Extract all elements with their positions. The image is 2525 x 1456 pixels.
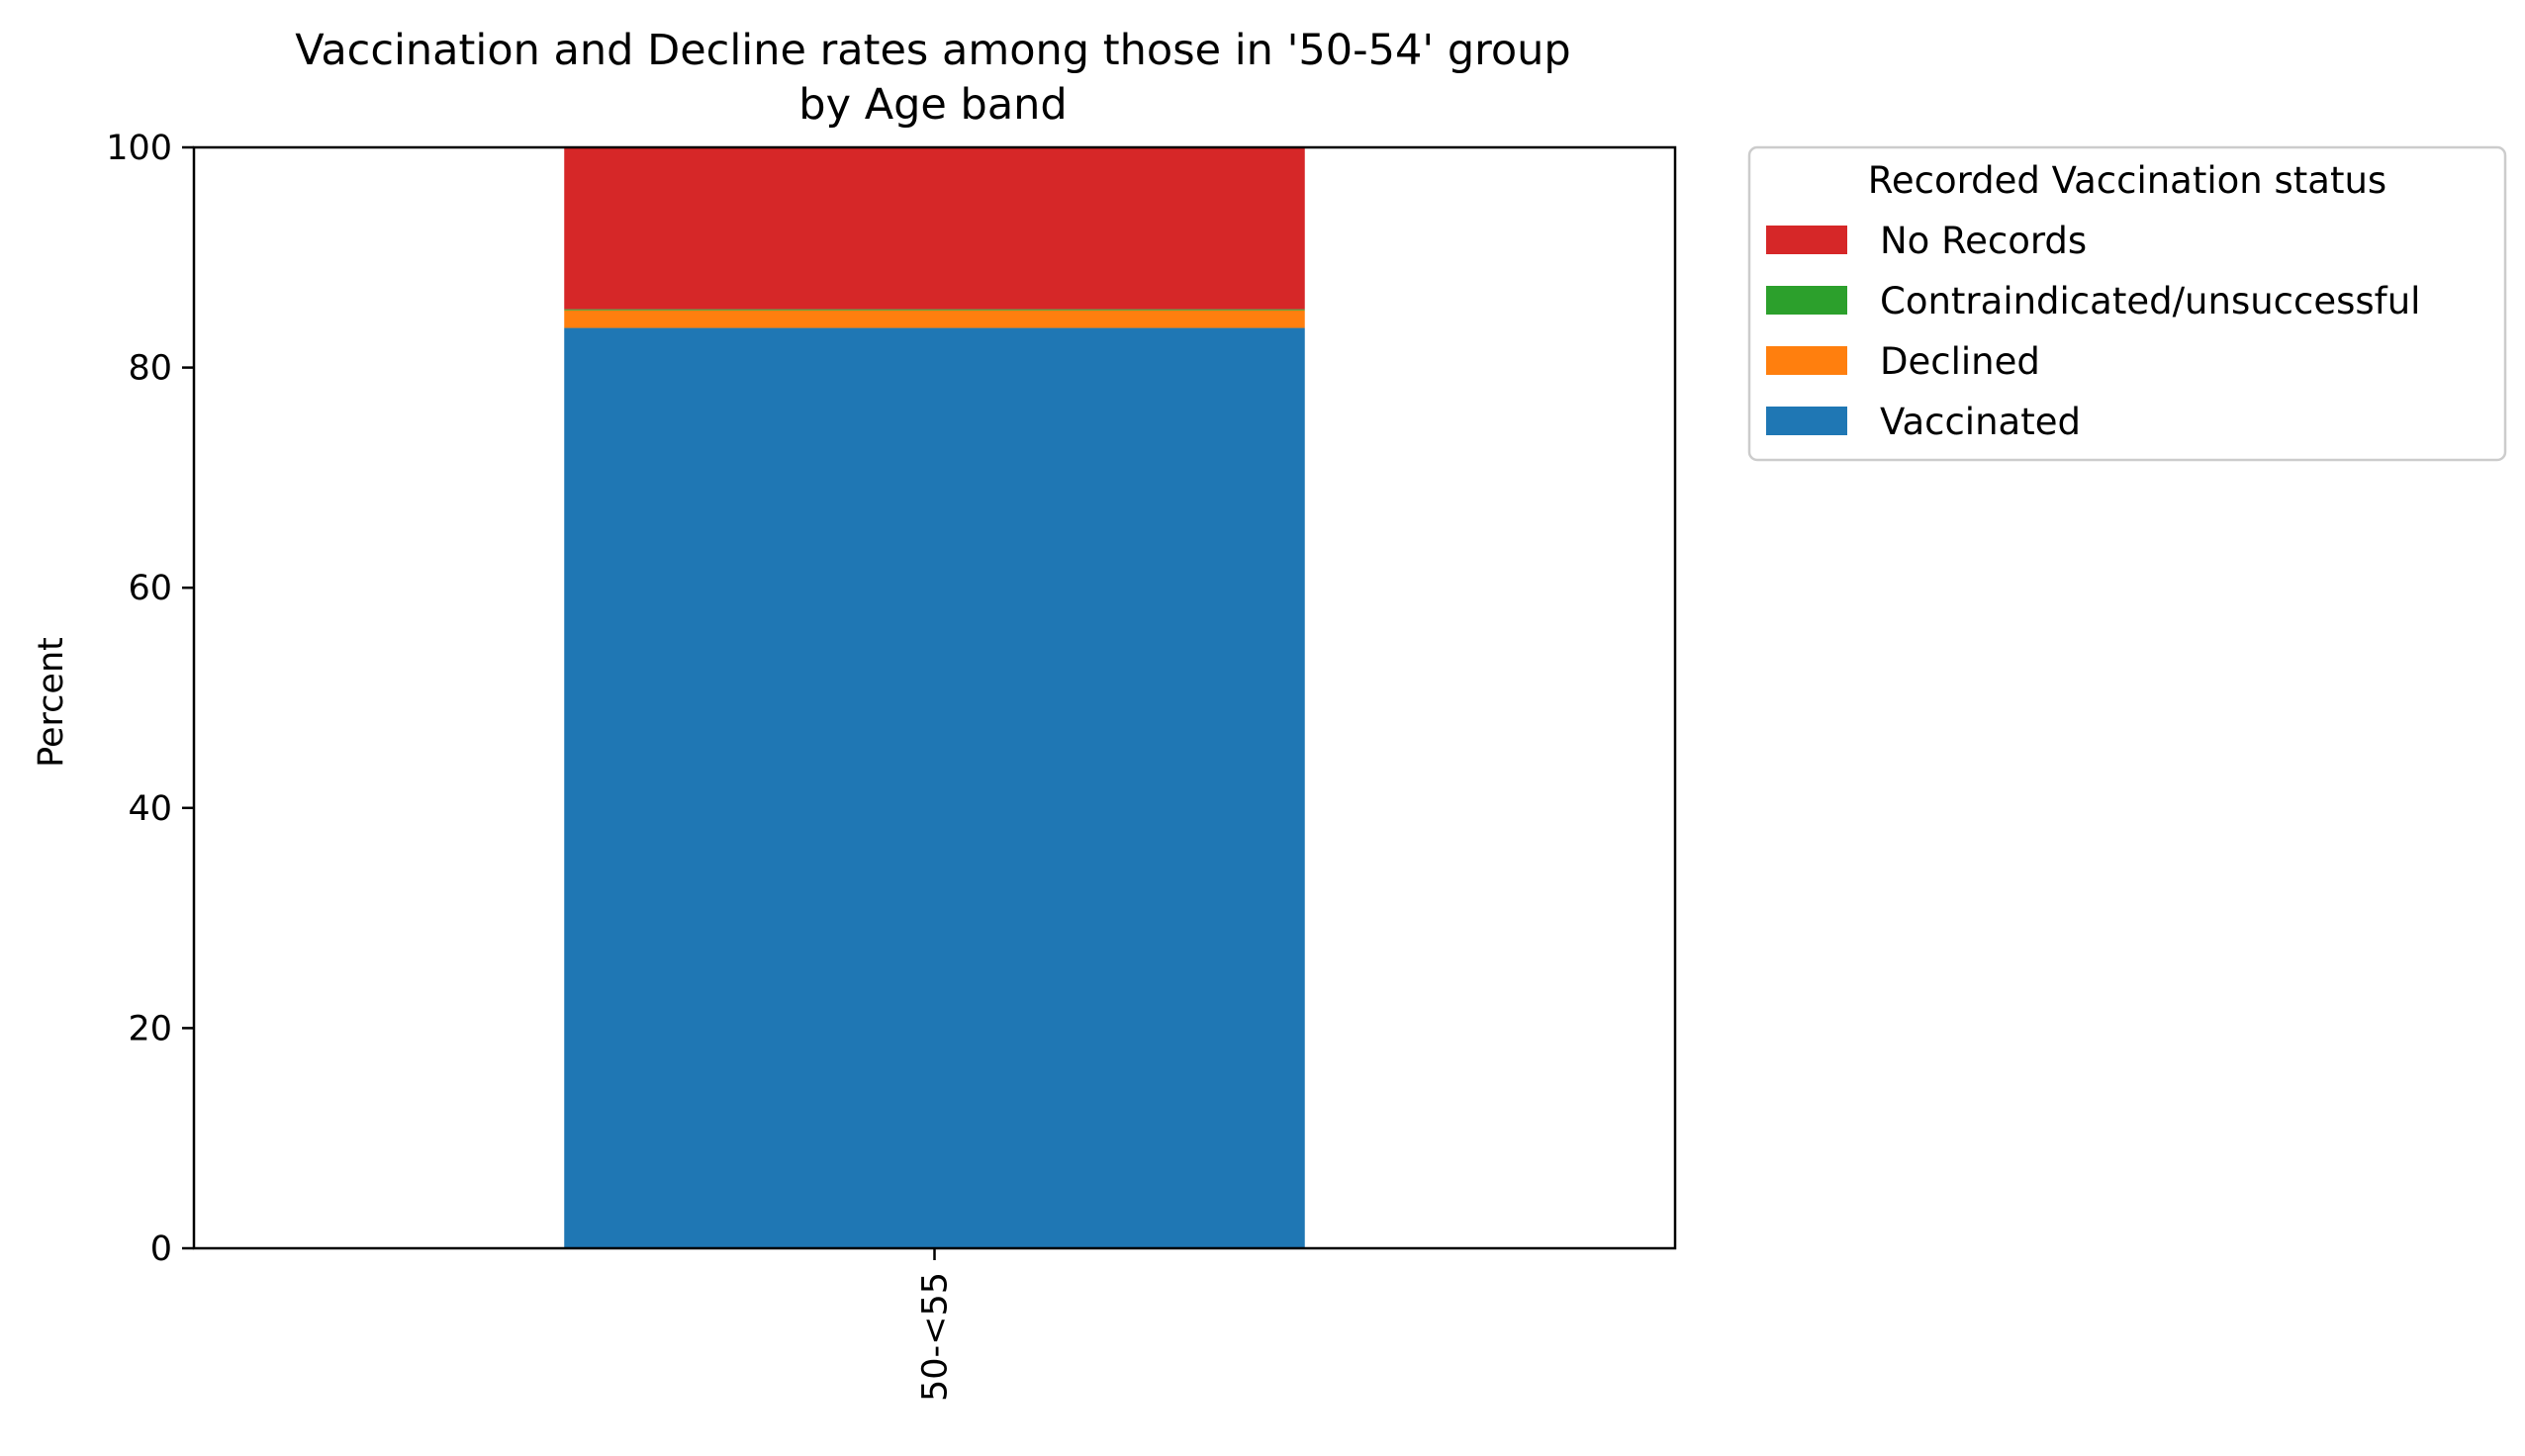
y-tick-label-1: 20 <box>128 1009 172 1048</box>
bar-no-records-0 <box>564 147 1305 310</box>
x-axis: 50-<55 <box>916 1248 956 1402</box>
legend-label-declined: Declined <box>1880 340 2040 383</box>
bar-declined-0 <box>564 310 1305 328</box>
y-tick-label-2: 40 <box>128 789 172 829</box>
legend-title: Recorded Vaccination status <box>1868 159 2386 202</box>
bar-contraindicated-unsuccessful-0 <box>564 309 1305 311</box>
x-tick-label-0: 50-<55 <box>916 1272 956 1402</box>
y-tick-label-5: 100 <box>106 129 172 168</box>
y-axis-label: Percent <box>32 637 71 768</box>
legend-swatch-contraindicated-unsuccessful <box>1766 286 1847 315</box>
legend-swatch-no-records <box>1766 226 1847 254</box>
legend-swatch-declined <box>1766 346 1847 375</box>
bar-vaccinated-0 <box>564 327 1305 1249</box>
legend-label-vaccinated: Vaccinated <box>1880 401 2081 443</box>
plot-frame <box>192 145 1677 1250</box>
legend: Recorded Vaccination status No Records Co… <box>1747 145 2507 462</box>
y-tick-label-0: 0 <box>150 1229 172 1269</box>
legend-label-contraindicated-unsuccessful: Contraindicated/unsuccessful <box>1880 280 2420 322</box>
legend-label-no-records: No Records <box>1880 220 2087 262</box>
y-tick-label-4: 80 <box>128 349 172 389</box>
legend-swatch-vaccinated <box>1766 407 1847 435</box>
bars-group <box>564 147 1305 1249</box>
chart-subtitle: by Age band <box>798 80 1067 130</box>
y-axis: 0 20 40 60 80 100 <box>106 129 194 1269</box>
legend-frame <box>1747 145 2507 462</box>
y-tick-label-3: 60 <box>128 569 172 608</box>
chart-title: Vaccination and Decline rates among thos… <box>295 26 1570 75</box>
